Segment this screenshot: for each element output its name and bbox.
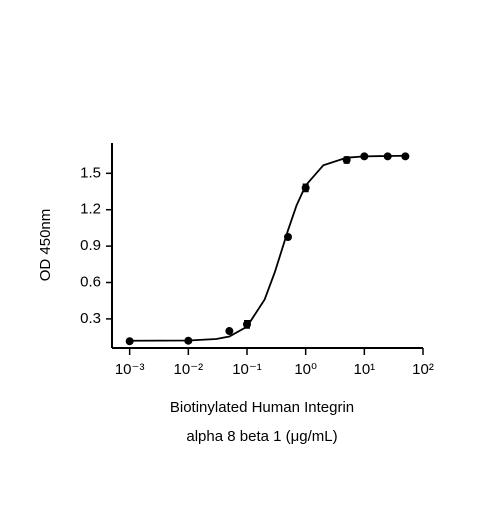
fit-curve <box>129 154 406 342</box>
x-axis-label: Biotinylated Human Integrin <box>170 399 354 416</box>
x-axis-label: alpha 8 beta 1 (μg/mL) <box>186 428 337 445</box>
y-tick-label: 1.2 <box>80 201 101 218</box>
y-tick-label: 0.9 <box>80 237 101 254</box>
x-tick-label: 10⁰ <box>294 361 317 378</box>
data-point <box>225 327 234 336</box>
y-tick-label: 0.6 <box>80 273 101 290</box>
x-tick-label: 10⁻¹ <box>232 361 262 378</box>
y-tick-label: 0.3 <box>80 310 101 327</box>
x-tick-label: 10² <box>412 361 434 378</box>
x-tick-label: 10¹ <box>353 361 375 378</box>
x-tick-label: 10⁻³ <box>115 361 145 378</box>
data-point <box>125 337 134 346</box>
x-tick-label: 10⁻² <box>174 361 204 378</box>
y-tick-label: 1.5 <box>80 164 101 181</box>
y-axis-label: OD 450nm <box>37 209 54 282</box>
